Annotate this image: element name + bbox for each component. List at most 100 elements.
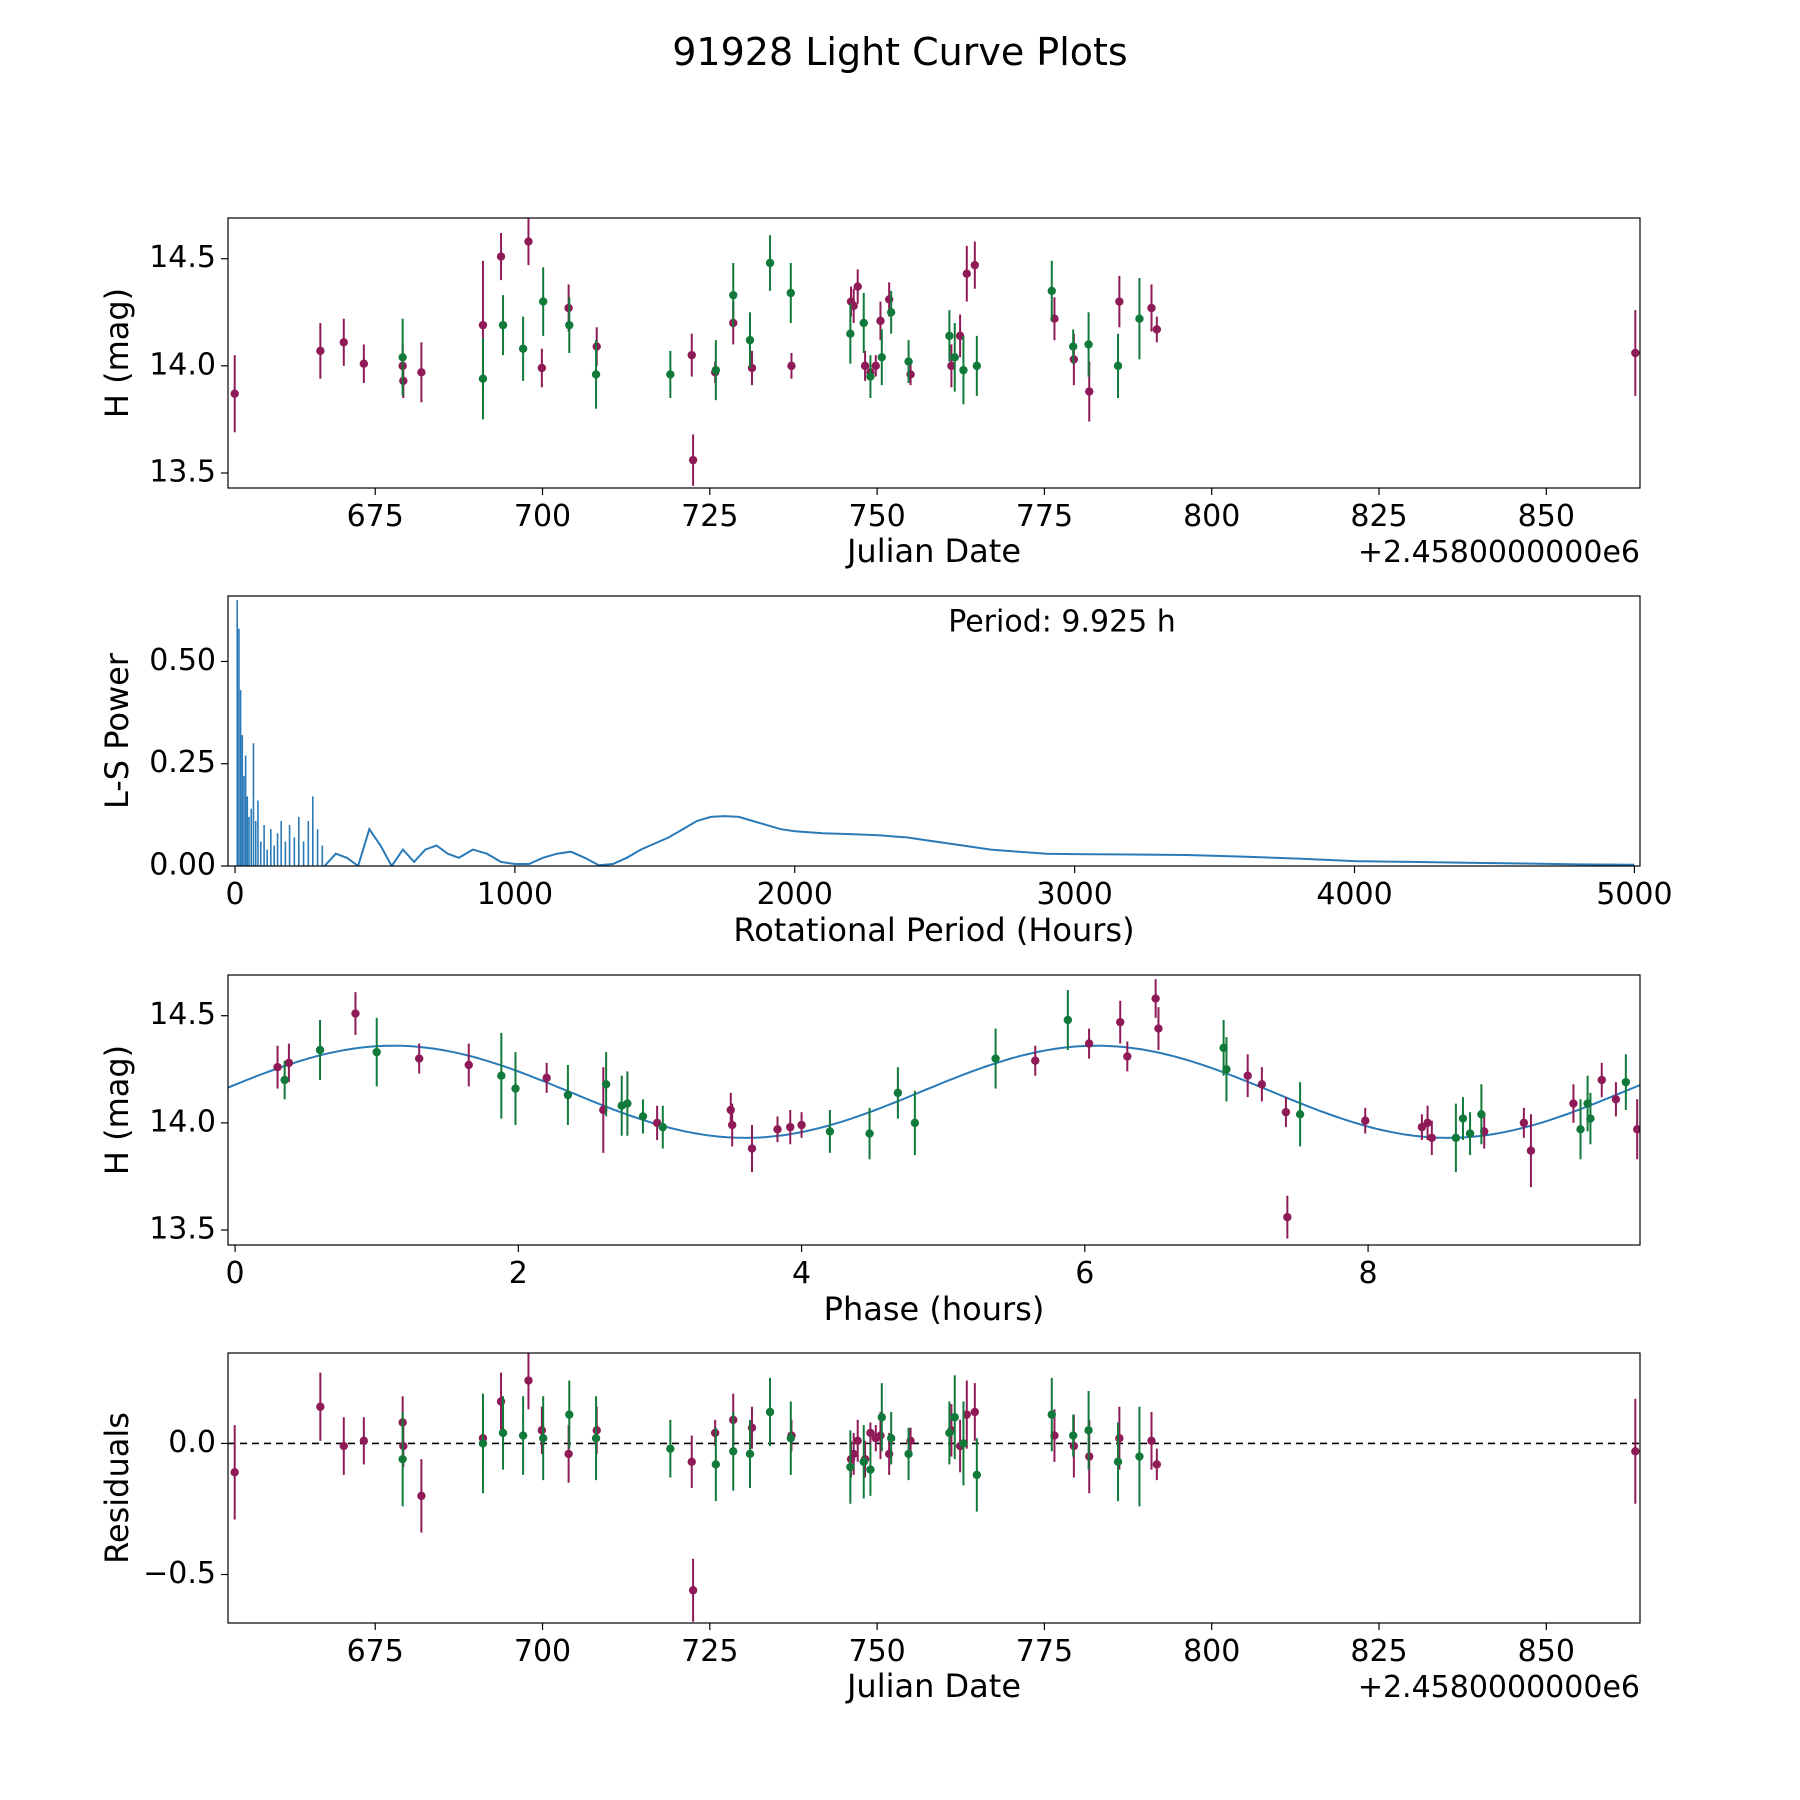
y-axis-label: L-S Power [98, 652, 136, 809]
maroon-data-point [316, 1402, 325, 1411]
x-tick-label: 800 [1183, 1634, 1240, 1669]
maroon-data-point [727, 1120, 737, 1130]
maroon-data-point [1526, 1146, 1536, 1155]
x-axis-label: Phase (hours) [824, 1290, 1045, 1328]
maroon-data-point [860, 361, 870, 371]
x-tick-label: 725 [681, 1634, 738, 1669]
green-data-point [1113, 1457, 1123, 1466]
green-data-point [877, 353, 887, 362]
x-tick-label: 1000 [477, 877, 553, 912]
y-tick-label: 14.5 [149, 240, 216, 275]
maroon-data-point [853, 1436, 862, 1446]
maroon-data-point [1257, 1080, 1267, 1089]
green-data-point [498, 1428, 508, 1438]
y-tick-label: −0.5 [143, 1556, 216, 1591]
maroon-data-point [970, 260, 980, 270]
maroon-data-point [284, 1058, 294, 1068]
x-tick-label: 0 [225, 877, 244, 912]
maroon-data-point [688, 455, 698, 465]
green-data-point [638, 1112, 648, 1121]
x-tick-label: 750 [848, 499, 905, 534]
green-data-point [1586, 1114, 1595, 1123]
phase-panel: 0 2 4 6 8 13.5 14.0 14.5 Phase (hours) H (mag) [98, 974, 1641, 1328]
maroon-data-point [1427, 1133, 1437, 1143]
x-tick-label: 850 [1518, 499, 1575, 534]
green-data-point [745, 335, 755, 345]
x-axis-label: Julian Date [845, 1667, 1021, 1705]
green-data-point [1068, 1431, 1078, 1440]
x-tick-label: 2000 [757, 877, 833, 912]
maroon-data-point [417, 1491, 426, 1501]
maroon-data-point [1115, 1433, 1124, 1443]
period-annotation: Period: 9.925 h [948, 605, 1176, 640]
maroon-data-point [871, 361, 880, 371]
maroon-data-point [688, 1586, 698, 1595]
green-data-point [1135, 314, 1144, 323]
x-tick-label: 700 [514, 1634, 571, 1669]
green-data-point [886, 308, 896, 317]
x-tick-label: 3000 [1036, 877, 1112, 912]
green-data-point [601, 1080, 611, 1089]
y-tick-label: 14.0 [149, 1104, 216, 1139]
maroon-data-point [797, 1120, 806, 1130]
periodogram-panel: 0 1000 2000 3000 4000 5000 0.00 0.25 0.50 Period… [98, 595, 1673, 949]
maroon-data-point [1152, 325, 1162, 334]
green-data-point [1047, 1410, 1056, 1419]
x-tick-label: 850 [1518, 1634, 1575, 1669]
x-tick-label: 825 [1350, 499, 1407, 534]
maroon-data-point [1423, 1118, 1432, 1128]
y-tick-label: 0.0 [168, 1425, 216, 1460]
maroon-data-point [1361, 1116, 1370, 1125]
green-data-point [658, 1122, 667, 1132]
maroon-data-point [1116, 1017, 1125, 1027]
green-data-point [825, 1127, 835, 1136]
green-data-point [859, 1457, 868, 1466]
axes-frame [227, 595, 1641, 867]
green-data-point [991, 1054, 1000, 1063]
maroon-data-point [1154, 1024, 1163, 1033]
green-data-point [1222, 1065, 1231, 1074]
maroon-data-point [478, 320, 488, 330]
green-data-point [950, 1413, 959, 1422]
green-data-point [729, 1447, 738, 1456]
green-data-point [1621, 1077, 1631, 1087]
maroon-data-point [786, 1122, 795, 1132]
green-data-point [945, 331, 954, 341]
maroon-data-point [359, 1436, 369, 1446]
x-tick-label: 0 [226, 1256, 245, 1291]
maroon-data-point [849, 1449, 858, 1459]
x-axis-label: Julian Date [845, 532, 1021, 570]
y-tick-label: 0.50 [149, 643, 216, 678]
green-data-point [497, 1071, 506, 1080]
green-data-point [280, 1075, 289, 1085]
x-tick-label: 8 [1359, 1256, 1378, 1291]
green-data-point [1068, 342, 1078, 351]
maroon-data-point [1115, 297, 1124, 306]
lightcurve-panel: 675 700 725 750 775 800 825 850 13.5 14.0 14.5 Jul… [98, 217, 1641, 570]
maroon-data-point [351, 1009, 360, 1018]
maroon-data-point [687, 350, 696, 360]
green-data-point [565, 1410, 574, 1419]
x-tick-label: 725 [681, 499, 738, 534]
x-tick-label: 4000 [1316, 877, 1392, 912]
maroon-data-point [876, 316, 885, 326]
green-data-point [1576, 1125, 1585, 1134]
green-data-point [886, 1433, 896, 1443]
maroon-data-point [496, 252, 506, 261]
green-data-point [1113, 361, 1123, 371]
green-data-point [1458, 1114, 1468, 1123]
green-data-point [729, 290, 738, 300]
maroon-data-point [464, 1060, 473, 1070]
green-data-point [711, 365, 721, 375]
green-data-point [959, 365, 968, 375]
maroon-data-point [1569, 1099, 1578, 1108]
green-data-point [893, 1088, 903, 1098]
maroon-data-point [542, 1073, 551, 1083]
maroon-data-point [273, 1062, 282, 1072]
maroon-data-point [773, 1125, 782, 1134]
maroon-data-point [1631, 348, 1640, 358]
green-data-point [1135, 1452, 1144, 1461]
maroon-data-point [1147, 1436, 1156, 1446]
green-data-point [972, 1470, 982, 1480]
maroon-data-point [1243, 1071, 1252, 1080]
